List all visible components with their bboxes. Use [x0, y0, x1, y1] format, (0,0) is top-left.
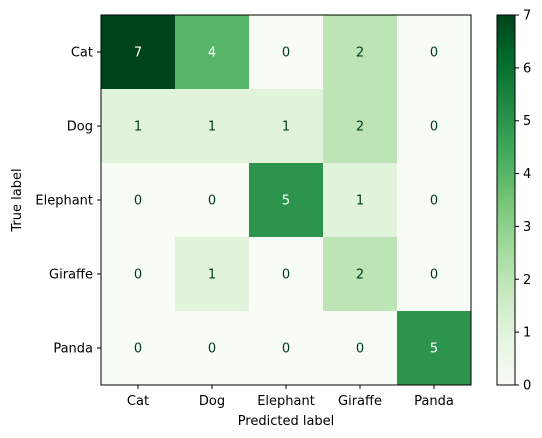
cell-value-label: 1	[356, 194, 364, 209]
cell-value-label: 1	[208, 268, 216, 283]
cell-value-label: 0	[208, 194, 216, 209]
heatmap-cell	[249, 15, 323, 89]
heatmap-cell	[175, 311, 249, 385]
heatmap-cell	[101, 237, 175, 311]
x-tick-label: Elephant	[257, 394, 315, 409]
heatmap-cell	[101, 311, 175, 385]
heatmap-cell	[249, 311, 323, 385]
heatmap-cell	[101, 89, 175, 163]
heatmap-cell	[249, 89, 323, 163]
colorbar-tick-label: 6	[523, 61, 531, 76]
x-tick-label: Cat	[127, 394, 149, 409]
colorbar-tick-label: 1	[523, 326, 531, 341]
cell-value-label: 1	[208, 120, 216, 135]
y-tick-label: Giraffe	[49, 268, 93, 283]
heatmap-cell	[323, 163, 397, 237]
cell-value-label: 0	[208, 342, 216, 357]
colorbar-tick-label: 5	[523, 114, 531, 129]
heatmap-cell	[175, 15, 249, 89]
colorbar-tick-label: 0	[523, 379, 531, 394]
cell-value-label: 2	[356, 268, 364, 283]
colorbar	[496, 14, 516, 386]
heatmap-cells	[101, 15, 471, 385]
heatmap-cell	[101, 15, 175, 89]
cell-value-label: 0	[356, 342, 364, 357]
heatmap-cell	[323, 311, 397, 385]
heatmap-cell	[101, 163, 175, 237]
cell-value-label: 0	[282, 342, 290, 357]
heatmap-cell	[397, 163, 471, 237]
cell-value-label: 4	[208, 46, 216, 61]
cell-value-labels: 7 4 0 2 01 1 1 2 00 0 5 1 00 1 0 2 00 0 0 0 5	[134, 46, 438, 357]
cell-value-label: 1	[282, 120, 290, 135]
cell-value-label: 0	[282, 268, 290, 283]
heatmap-cell	[323, 89, 397, 163]
colorbar-tick-label: 3	[523, 220, 531, 235]
heatmap-cell	[323, 237, 397, 311]
cell-value-label: 0	[430, 194, 438, 209]
heatmap-cell	[249, 237, 323, 311]
colorbar-tick-label: 2	[523, 273, 531, 288]
cell-value-label: 2	[356, 120, 364, 135]
heatmap-cell	[175, 89, 249, 163]
heatmap-cell	[175, 237, 249, 311]
cell-value-label: 5	[282, 194, 290, 209]
y-axis-ticks: Cat Dog Elephant Giraffe Panda	[35, 46, 101, 357]
x-axis-label: Predicted label	[238, 414, 335, 429]
y-tick-label: Dog	[67, 120, 93, 135]
heatmap-cell	[249, 163, 323, 237]
heatmap-cell	[397, 89, 471, 163]
heatmap-cell	[175, 163, 249, 237]
cell-value-label: 0	[134, 268, 142, 283]
colorbar-tick-label: 4	[523, 167, 531, 182]
cell-value-label: 2	[356, 46, 364, 61]
cell-value-label: 0	[282, 46, 290, 61]
cell-value-label: 0	[430, 120, 438, 135]
cell-value-label: 0	[134, 342, 142, 357]
heatmap-cell	[323, 15, 397, 89]
colorbar-tick-label: 7	[523, 9, 531, 24]
y-tick-label: Panda	[53, 342, 93, 357]
x-tick-label: Panda	[414, 394, 454, 409]
heatmap-cell	[397, 237, 471, 311]
cell-value-label: 0	[430, 268, 438, 283]
cell-value-label: 7	[134, 46, 142, 61]
y-tick-label: Elephant	[35, 194, 93, 209]
cell-value-label: 1	[134, 120, 142, 135]
x-tick-label: Giraffe	[338, 394, 382, 409]
cell-value-label: 0	[430, 46, 438, 61]
cell-value-label: 0	[134, 194, 142, 209]
y-axis-label: True label	[10, 168, 25, 232]
heatmap-cell	[397, 311, 471, 385]
cell-value-label: 5	[430, 342, 438, 357]
x-axis-ticks: Cat Dog Elephant Giraffe Panda	[127, 385, 454, 409]
x-tick-label: Dog	[199, 394, 225, 409]
y-tick-label: Cat	[71, 46, 93, 61]
heatmap-cell	[397, 15, 471, 89]
colorbar-ticks: 0 1 2 3 4 5 6 7	[515, 9, 531, 394]
